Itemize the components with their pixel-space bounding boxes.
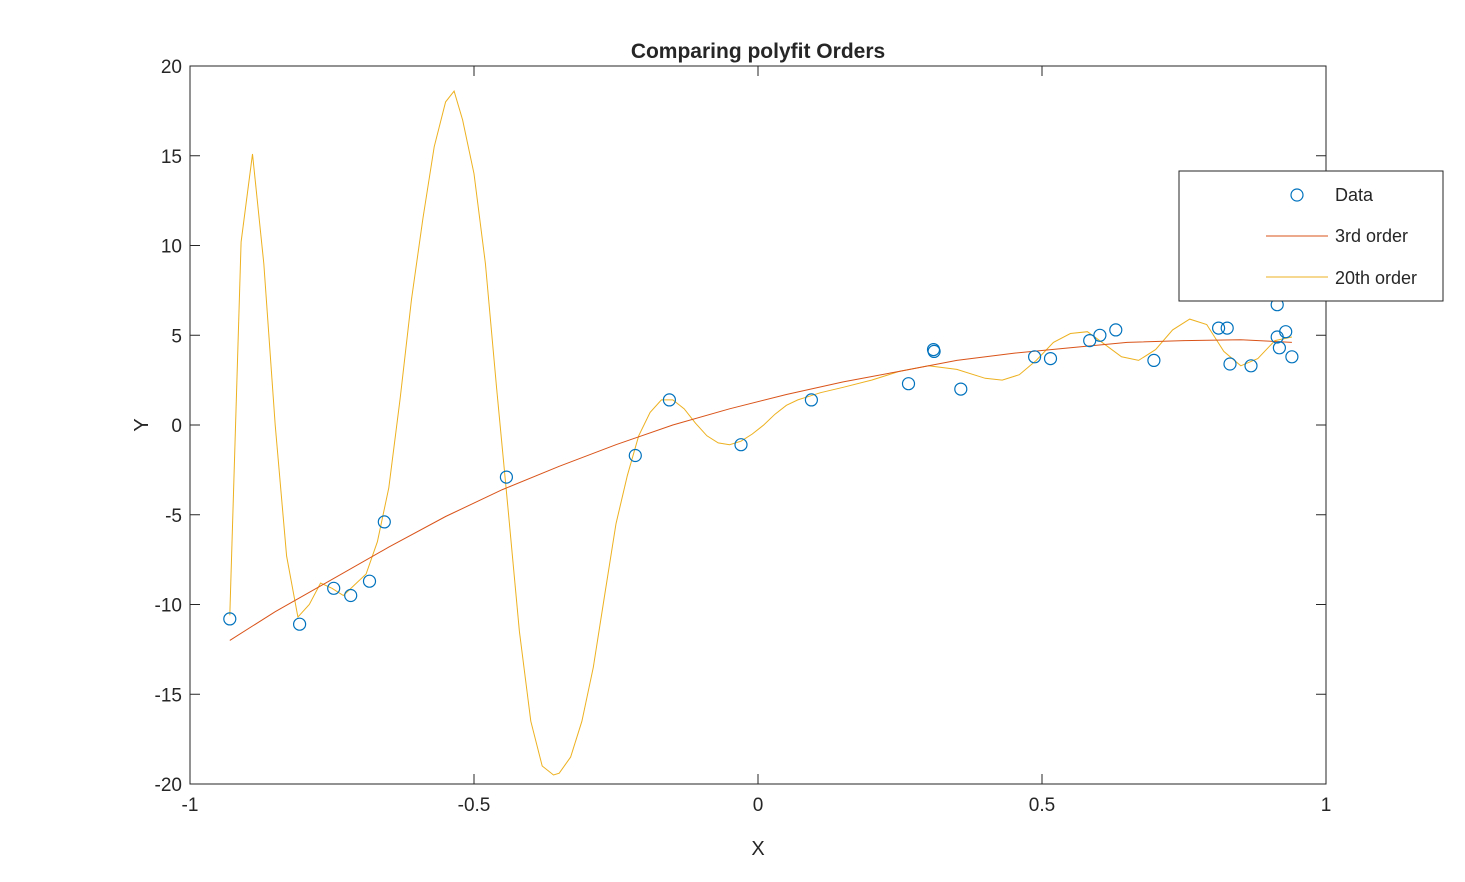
data-point [804, 393, 819, 407]
data-point [344, 588, 358, 603]
series-layer [223, 90, 1299, 776]
plot-frame [189, 65, 1327, 785]
x-tick-label: -1 [182, 795, 199, 816]
data-point [662, 393, 677, 407]
y-tick-label: -15 [155, 685, 182, 706]
data-point [901, 377, 916, 391]
legend: Data 3rd order 20th order [1178, 170, 1444, 302]
data-point [1027, 350, 1042, 364]
x-tick-labels: -1 -0.5 0 0.5 1 [182, 795, 1332, 816]
data-point [954, 382, 968, 396]
chart-title: Comparing polyfit Orders [631, 40, 885, 63]
data-point [1220, 321, 1234, 335]
data-point [1285, 350, 1299, 364]
data-point [1043, 352, 1058, 366]
data-point [293, 617, 307, 631]
y-tick-label: 0 [171, 416, 182, 437]
data-point [362, 574, 377, 588]
data-point [327, 581, 341, 595]
y-tick-labels: -20 -15 -10 -5 0 5 10 15 20 [155, 57, 182, 796]
y-tick-label: 10 [161, 237, 182, 258]
data-point [1244, 359, 1258, 373]
y-tick-label: -20 [155, 775, 182, 796]
data-point [1083, 334, 1097, 348]
data-point [1211, 321, 1226, 335]
y-tick-label: -10 [155, 596, 182, 617]
x-tick-label: 0 [753, 795, 764, 816]
data-point [1093, 328, 1107, 342]
data-point [1109, 323, 1123, 337]
x-axis-label: X [751, 838, 764, 860]
x-tick-label: -0.5 [458, 795, 491, 816]
legend-marker-data [1290, 188, 1304, 202]
legend-label-data: Data [1335, 185, 1374, 205]
data-point [223, 612, 237, 626]
y-axis-label: Y [131, 418, 153, 431]
data-point [734, 438, 748, 452]
x-tick-label: 0.5 [1029, 795, 1055, 816]
data-point [927, 344, 941, 358]
data-point [377, 515, 391, 529]
y-tick-label: -5 [165, 506, 182, 527]
series-20th-order-line [229, 90, 1293, 776]
y-tick-label: 20 [161, 57, 182, 78]
data-point [1147, 353, 1161, 367]
data-point [1279, 325, 1293, 339]
data-point [499, 470, 513, 484]
data-point [1223, 357, 1237, 371]
axis-ticks [189, 65, 1327, 785]
y-tick-label: 5 [171, 326, 182, 347]
legend-label-20th-order: 20th order [1335, 268, 1417, 288]
plot-area: -1 -0.5 0 0.5 1 -20 -15 -10 -5 0 5 10 15 20 [155, 57, 1332, 816]
data-point [1272, 341, 1287, 355]
series-3rd-order-line [229, 339, 1292, 641]
x-tick-label: 1 [1321, 795, 1332, 816]
y-tick-label: 15 [161, 147, 182, 168]
data-point [628, 448, 642, 463]
legend-label-3rd-order: 3rd order [1335, 226, 1408, 246]
